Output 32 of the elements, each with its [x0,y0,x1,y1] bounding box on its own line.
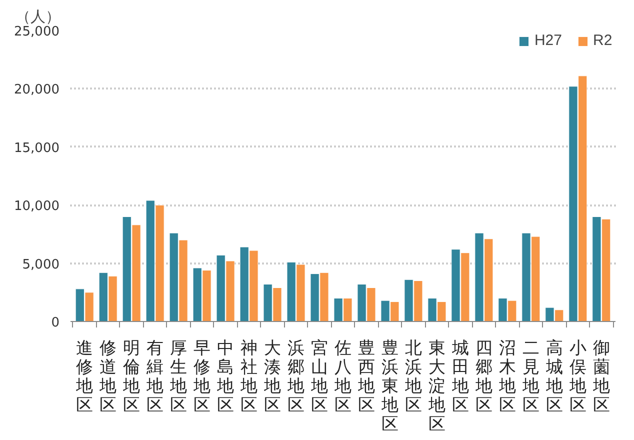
y-tick-label: 20,000 [14,82,60,98]
y-tick-label: 5,000 [22,257,60,272]
x-tick-label: 四郷地区 [474,338,492,414]
legend-label: H27 [534,32,562,49]
x-tick-label: 明倫地区 [122,338,140,414]
y-tick-label: 25,000 [14,24,60,40]
x-tick-label: 宮山地区 [310,338,328,414]
legend-label: R2 [593,32,613,49]
x-tick-label: 中島地区 [216,338,234,414]
x-tick-label: 佐八地区 [334,338,352,414]
x-tick-label: 厚生地区 [169,338,188,414]
x-tick-label: 浜郷地区 [286,338,305,414]
x-tick-label: 沼木地区 [498,338,516,414]
y-tick-label: 10,000 [14,199,60,214]
x-tick-label: 早修地区 [192,338,211,414]
x-tick-label: 修道地区 [98,338,117,414]
x-tick-label: 小俣地区 [568,338,586,414]
y-tick-label: 0 [51,316,60,330]
x-tick-label: 東大淀地区 [427,338,446,434]
x-tick-label: 北浜地区 [404,338,422,414]
x-tick-label: 城田地区 [450,338,469,414]
x-tick-label: 神社地区 [240,338,258,414]
x-tick-label: 大湊地区 [263,338,282,414]
x-tick-label: 豊浜東地区 [380,338,398,434]
x-tick-label: 高城地区 [544,338,563,414]
x-tick-label: 二見地区 [521,338,540,414]
y-tick-label: 15,000 [14,140,60,156]
x-tick-label: 進修地区 [75,338,94,414]
x-tick-label: 有緝地区 [146,338,164,414]
x-tick-label: 御薗地区 [592,338,610,414]
x-tick-label: 豊西地区 [356,338,375,414]
y-axis-title: （人） [16,8,60,26]
